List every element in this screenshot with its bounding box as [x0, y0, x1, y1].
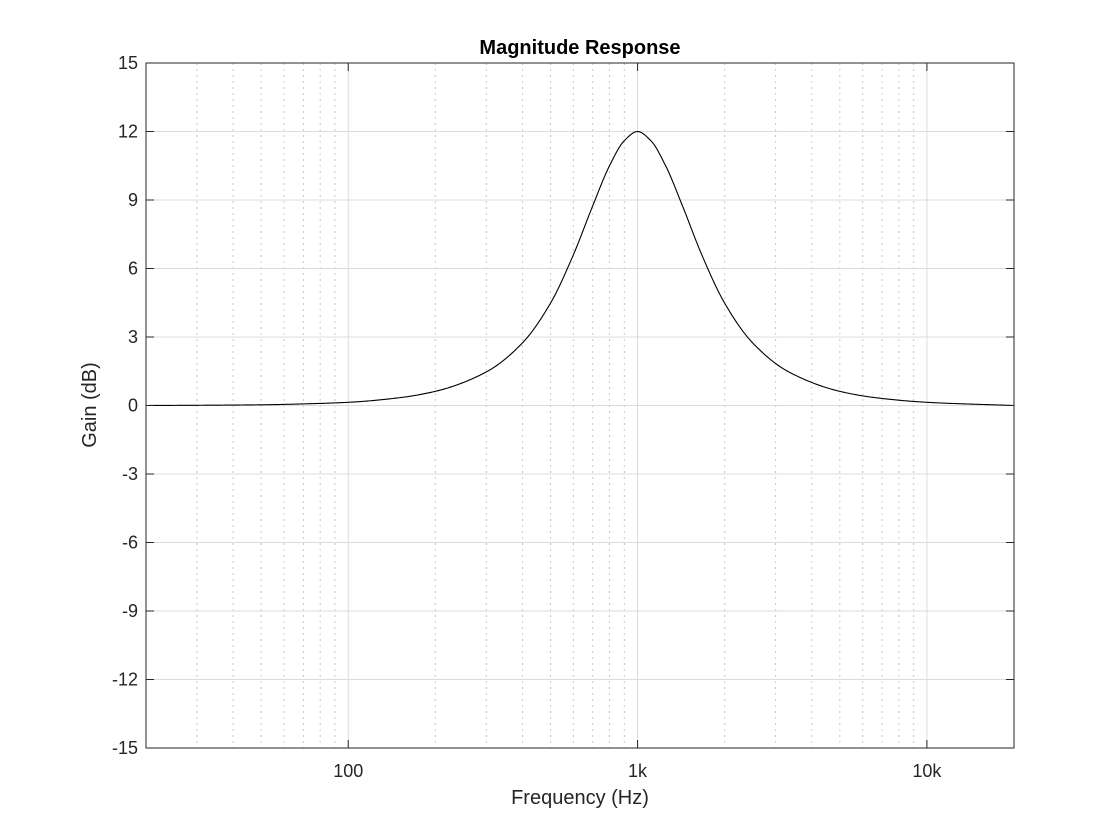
- y-tick-label: 0: [128, 396, 138, 416]
- x-tick-label: 1k: [628, 761, 648, 781]
- y-tick-label: 9: [128, 190, 138, 210]
- y-tick-labels: 15 12 9 6 3 0 -3 -6 -9 -12 -15: [112, 53, 138, 758]
- y-tick-label: -12: [112, 670, 138, 690]
- y-axis-label: Gain (dB): [79, 362, 101, 448]
- y-tick-label: 15: [118, 53, 138, 73]
- y-tick-label: 12: [118, 122, 138, 142]
- major-grid: [146, 63, 1014, 748]
- x-tick-label: 10k: [912, 761, 942, 781]
- tick-marks: [146, 62, 1014, 749]
- chart-title: Magnitude Response: [479, 37, 680, 59]
- x-axis-label: Frequency (Hz): [511, 787, 649, 809]
- y-tick-label: -9: [122, 601, 138, 621]
- y-tick-label: 3: [128, 327, 138, 347]
- series-group: [145, 130, 1015, 407]
- y-tick-label: -3: [122, 464, 138, 484]
- x-tick-label: 100: [333, 761, 363, 781]
- x-tick-labels: 100 1k 10k: [333, 761, 942, 781]
- y-tick-label: -6: [122, 533, 138, 553]
- y-tick-label: 6: [128, 259, 138, 279]
- series-line: [145, 130, 1015, 407]
- y-tick-label: -15: [112, 738, 138, 758]
